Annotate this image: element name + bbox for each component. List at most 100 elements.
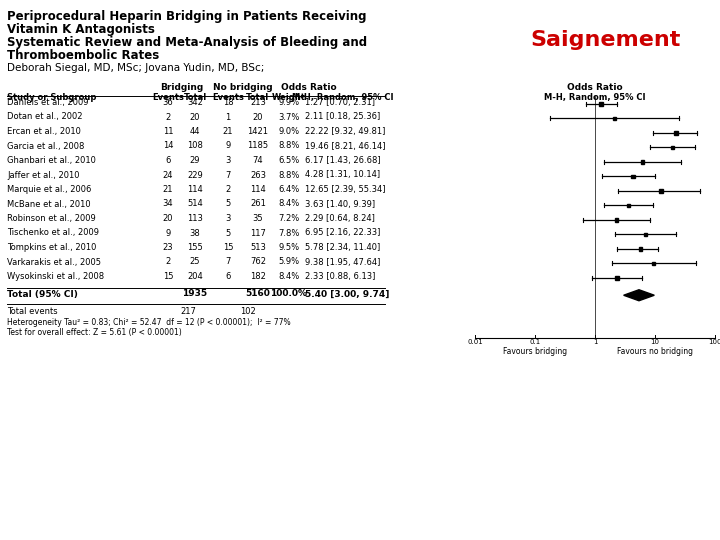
Bar: [600, 102, 603, 105]
Text: 1421: 1421: [248, 127, 269, 136]
Bar: [641, 160, 644, 164]
Text: 6.5%: 6.5%: [279, 156, 300, 165]
Text: Heterogeneity Tau² = 0.83; Chi² = 52.47  df = 12 (P < 0.00001);  I² = 77%: Heterogeneity Tau² = 0.83; Chi² = 52.47 …: [7, 318, 291, 327]
Text: Thromboembolic Rates: Thromboembolic Rates: [7, 49, 159, 62]
Text: 6: 6: [166, 156, 171, 165]
Text: 25: 25: [190, 258, 200, 267]
Text: 342: 342: [187, 98, 203, 107]
Bar: [660, 189, 663, 192]
Text: 74: 74: [253, 156, 264, 165]
Text: 21: 21: [222, 127, 233, 136]
Text: 514: 514: [187, 199, 203, 208]
Text: 3.63 [1.40, 9.39]: 3.63 [1.40, 9.39]: [305, 199, 375, 208]
Text: Odds Ratio: Odds Ratio: [282, 83, 337, 92]
Text: 15: 15: [163, 272, 174, 281]
Text: 4.28 [1.31, 10.14]: 4.28 [1.31, 10.14]: [305, 171, 380, 179]
Text: 8.8%: 8.8%: [279, 141, 300, 151]
Text: 2: 2: [225, 185, 230, 194]
Text: 19.46 [8.21, 46.14]: 19.46 [8.21, 46.14]: [305, 141, 385, 151]
Text: 261: 261: [250, 199, 266, 208]
Text: 44: 44: [190, 127, 200, 136]
Text: Total events: Total events: [7, 307, 58, 316]
Text: 108: 108: [187, 141, 203, 151]
Text: 6.17 [1.43, 26.68]: 6.17 [1.43, 26.68]: [305, 156, 381, 165]
Text: 7.2%: 7.2%: [279, 214, 300, 223]
Text: 217: 217: [180, 307, 196, 316]
Text: Marquie et al., 2006: Marquie et al., 2006: [7, 185, 91, 194]
Text: 35: 35: [253, 214, 264, 223]
Text: M-H, Random, 95% CI: M-H, Random, 95% CI: [544, 93, 646, 102]
Bar: [627, 204, 630, 207]
Text: 9.9%: 9.9%: [279, 98, 300, 107]
Text: Weight: Weight: [272, 93, 306, 102]
Text: 24: 24: [163, 171, 174, 179]
Polygon shape: [624, 290, 654, 301]
Bar: [616, 276, 618, 280]
Text: Odds Ratio: Odds Ratio: [567, 83, 623, 92]
Text: 18: 18: [222, 98, 233, 107]
Text: Vitamin K Antagonists: Vitamin K Antagonists: [7, 23, 155, 36]
Text: 5: 5: [225, 228, 230, 238]
Text: 9: 9: [166, 228, 171, 238]
Text: 2: 2: [166, 112, 171, 122]
Text: Varkarakis et al., 2005: Varkarakis et al., 2005: [7, 258, 101, 267]
Text: 114: 114: [250, 185, 266, 194]
Text: 229: 229: [187, 171, 203, 179]
Text: 114: 114: [187, 185, 203, 194]
Text: 102: 102: [240, 307, 256, 316]
Text: Favours bridging: Favours bridging: [503, 347, 567, 356]
Text: Robinson et al., 2009: Robinson et al., 2009: [7, 214, 96, 223]
Text: 20: 20: [163, 214, 174, 223]
Text: Garcia et al., 2008: Garcia et al., 2008: [7, 141, 84, 151]
Text: Favours no bridging: Favours no bridging: [617, 347, 693, 356]
Text: Study or Subgroup: Study or Subgroup: [7, 93, 96, 102]
Text: 117: 117: [250, 228, 266, 238]
Bar: [631, 174, 634, 178]
Text: Systematic Review and Meta-Analysis of Bleeding and: Systematic Review and Meta-Analysis of B…: [7, 36, 367, 49]
Text: 8.4%: 8.4%: [279, 272, 300, 281]
Text: 3.7%: 3.7%: [279, 112, 300, 122]
Text: 29: 29: [190, 156, 200, 165]
Text: 2.33 [0.88, 6.13]: 2.33 [0.88, 6.13]: [305, 272, 375, 281]
Text: 7: 7: [225, 258, 230, 267]
Text: 2.11 [0.18, 25.36]: 2.11 [0.18, 25.36]: [305, 112, 380, 122]
Text: 213: 213: [250, 98, 266, 107]
Text: 5: 5: [225, 199, 230, 208]
Text: Ercan et al., 2010: Ercan et al., 2010: [7, 127, 81, 136]
Text: 7: 7: [225, 171, 230, 179]
Text: 9.38 [1.95, 47.64]: 9.38 [1.95, 47.64]: [305, 258, 380, 267]
Text: 9: 9: [225, 141, 230, 151]
Text: Dotan et al., 2002: Dotan et al., 2002: [7, 112, 83, 122]
Text: 204: 204: [187, 272, 203, 281]
Text: 3: 3: [225, 214, 230, 223]
Text: 38: 38: [189, 228, 200, 238]
Text: Tompkins et al., 2010: Tompkins et al., 2010: [7, 243, 96, 252]
Text: 155: 155: [187, 243, 203, 252]
Text: M-H, Random, 95% CI: M-H, Random, 95% CI: [292, 93, 394, 102]
Text: 2: 2: [166, 258, 171, 267]
Text: 15: 15: [222, 243, 233, 252]
Text: 513: 513: [250, 243, 266, 252]
Text: Events: Events: [212, 93, 244, 102]
Text: 9.0%: 9.0%: [279, 127, 300, 136]
Text: 6.4%: 6.4%: [279, 185, 300, 194]
Text: 2.29 [0.64, 8.24]: 2.29 [0.64, 8.24]: [305, 214, 375, 223]
Text: Total: Total: [246, 93, 269, 102]
Text: 1185: 1185: [248, 141, 269, 151]
Text: Test for overall effect: Z = 5.61 (P < 0.00001): Test for overall effect: Z = 5.61 (P < 0…: [7, 328, 181, 337]
Text: 23: 23: [163, 243, 174, 252]
Text: Total: Total: [184, 93, 207, 102]
Text: 0.01: 0.01: [467, 339, 483, 345]
Text: Periprocedural Heparin Bridging in Patients Receiving: Periprocedural Heparin Bridging in Patie…: [7, 10, 366, 23]
Bar: [613, 117, 616, 120]
Text: 762: 762: [250, 258, 266, 267]
Bar: [644, 233, 647, 236]
Text: 1935: 1935: [182, 289, 207, 299]
Text: 12.65 [2.39, 55.34]: 12.65 [2.39, 55.34]: [305, 185, 385, 194]
Text: Deborah Siegal, MD, MSc; Jovana Yudin, MD, BSc;: Deborah Siegal, MD, MSc; Jovana Yudin, M…: [7, 63, 264, 73]
Text: 8.8%: 8.8%: [279, 171, 300, 179]
Text: 113: 113: [187, 214, 203, 223]
Text: 1.27 [0.70, 2.31]: 1.27 [0.70, 2.31]: [305, 98, 375, 107]
Text: 100.0%: 100.0%: [271, 289, 307, 299]
Text: McBane et al., 2010: McBane et al., 2010: [7, 199, 91, 208]
